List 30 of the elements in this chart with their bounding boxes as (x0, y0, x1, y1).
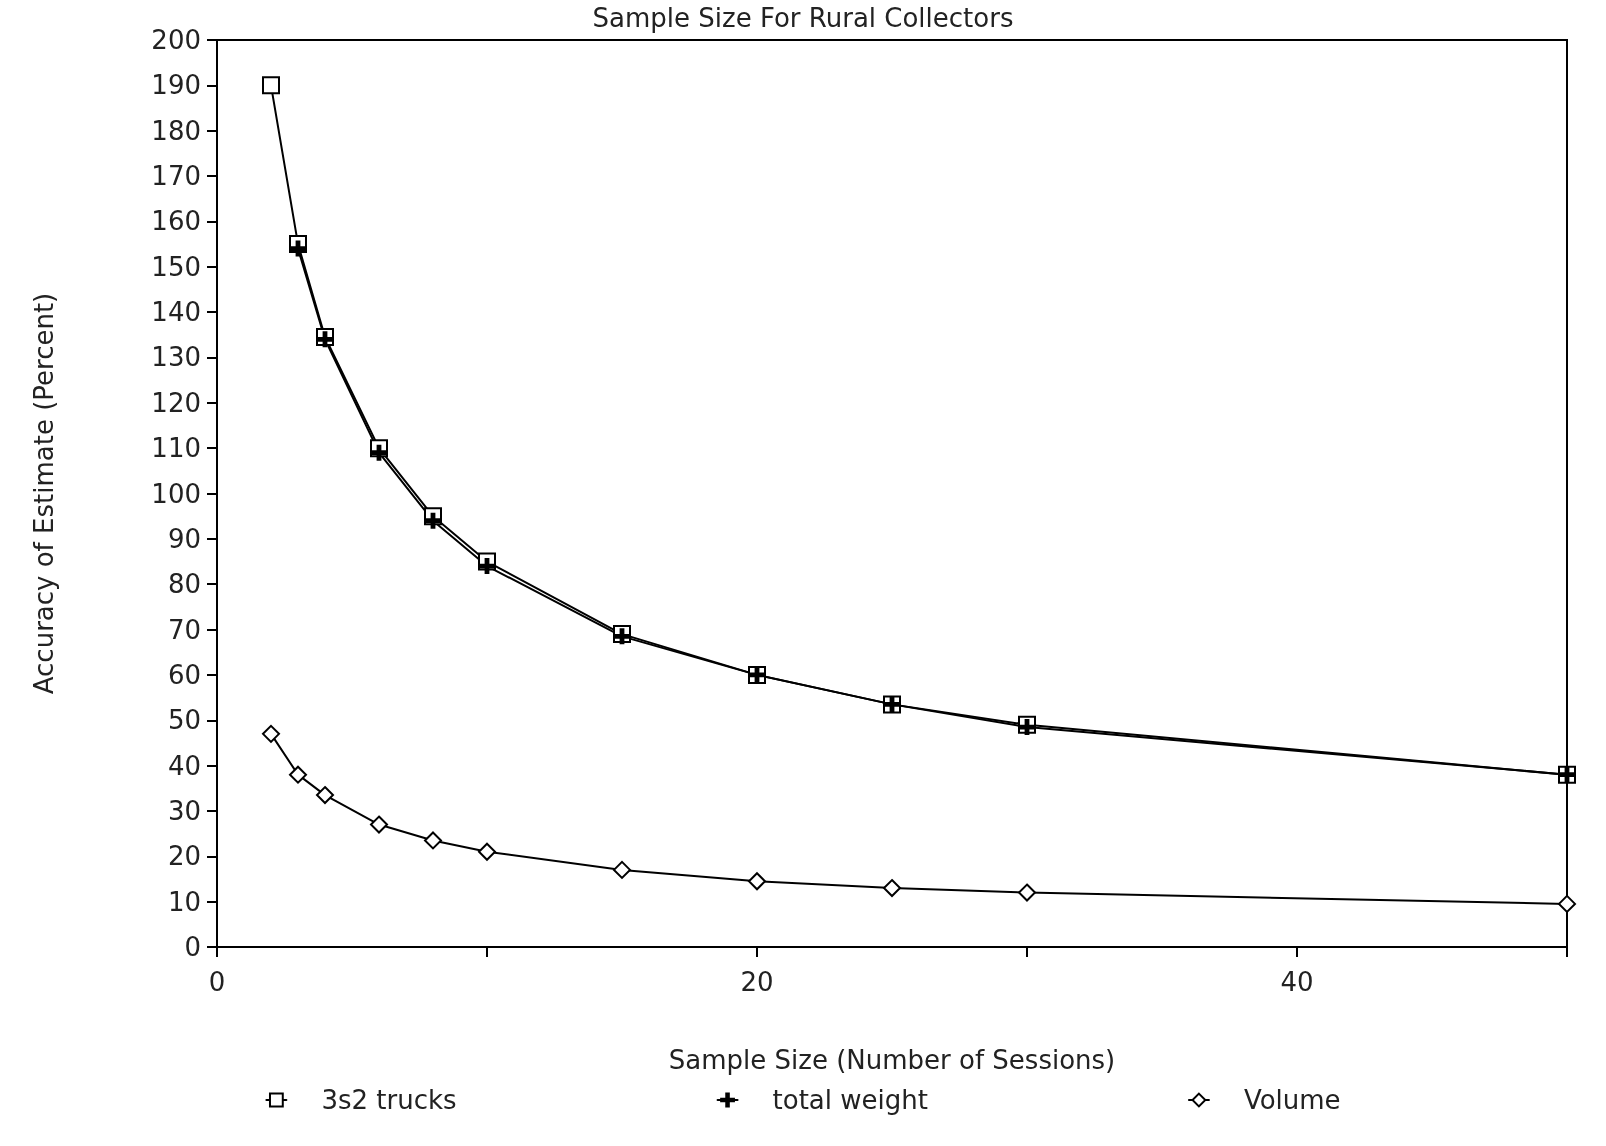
chart-title: Sample Size For Rural Collectors (592, 3, 1014, 33)
y-tick-label: 170 (151, 161, 201, 192)
y-tick-label: 30 (167, 795, 201, 826)
legend-label: Volume (1243, 1085, 1341, 1115)
y-tick-label: 100 (151, 478, 201, 509)
y-tick-label: 0 (184, 932, 201, 962)
y-tick-label: 40 (167, 750, 201, 781)
y-tick-label: 60 (167, 659, 201, 690)
y-tick-label: 50 (167, 705, 201, 736)
y-tick-label: 120 (151, 387, 201, 418)
legend-label: total weight (772, 1085, 928, 1115)
x-tick-label: 40 (1280, 967, 1314, 997)
y-tick-label: 150 (151, 251, 201, 282)
legend-label: 3s2 trucks (321, 1085, 457, 1115)
x-axis-title: Sample Size (Number of Sessions) (668, 1045, 1116, 1075)
y-tick-label: 140 (151, 297, 201, 328)
y-tick-label: 180 (151, 115, 201, 146)
y-tick-label: 70 (167, 614, 201, 645)
y-tick-label: 80 (167, 569, 201, 600)
y-axis-title: Accuracy of Estimate (Percent) (29, 292, 59, 695)
y-tick-label: 190 (151, 70, 201, 101)
y-tick-label: 160 (151, 206, 201, 237)
y-tick-label: 10 (167, 886, 201, 917)
y-tick-label: 130 (151, 342, 201, 373)
y-tick-label: 110 (151, 433, 201, 464)
y-tick-label: 90 (167, 523, 201, 554)
y-tick-label: 20 (167, 841, 201, 872)
x-tick-label: 0 (208, 967, 226, 997)
x-tick-label: 20 (740, 967, 774, 997)
y-tick-label: 200 (151, 25, 201, 55)
